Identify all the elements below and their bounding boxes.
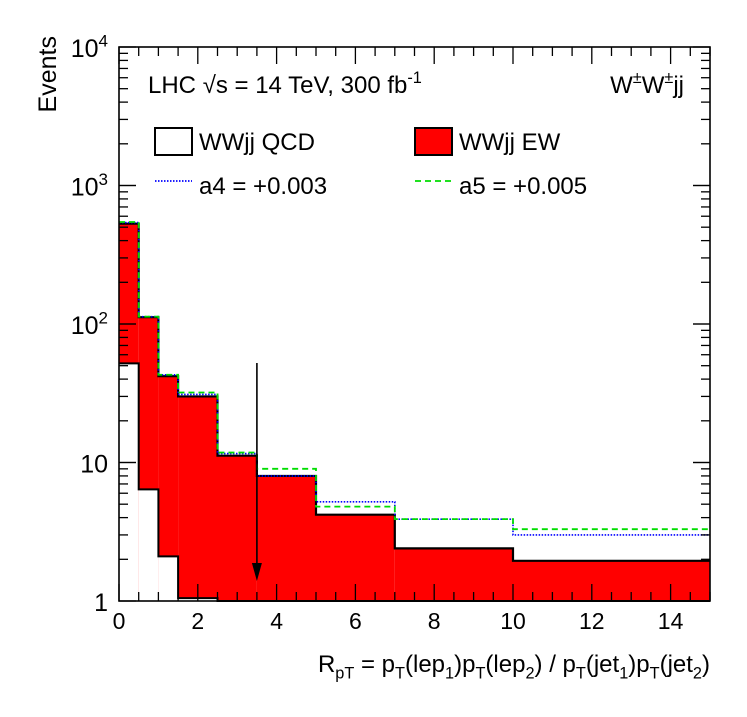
x-axis-title-part: (jet (660, 651, 694, 678)
x-axis-title-part: ) (702, 651, 710, 678)
x-tick-label: 4 (270, 608, 283, 634)
x-axis-title-part: 2 (693, 665, 702, 683)
x-axis-title-part: (lep (405, 651, 445, 678)
cut-arrow-head (251, 563, 262, 581)
annotation-lhc-part: s (216, 72, 228, 99)
x-axis-title: RpT = pT(lep1)pT(lep2) / pT(jet1)pT(jet2… (318, 651, 710, 683)
x-axis-title-part: = p (354, 651, 395, 678)
annotation-process-part: jj (672, 72, 684, 99)
x-tick-label: 14 (658, 608, 684, 634)
y-tick-label-part: 3 (99, 170, 108, 189)
y-tick-label: 1 (94, 589, 108, 617)
x-axis-title-part: (lep (485, 651, 525, 678)
ew-bin (256, 475, 316, 601)
legend-label: a5 = +0.005 (459, 173, 587, 200)
ew-bin (178, 396, 218, 601)
x-tick-label: 6 (349, 608, 362, 634)
y-tick-label: 103 (71, 170, 108, 202)
tick-marks (118, 46, 711, 602)
x-tick-label: 0 (113, 608, 126, 634)
qcd-bin (138, 489, 159, 601)
x-axis-title-part: 1 (619, 665, 628, 683)
x-axis-title-part: 1 (445, 665, 454, 683)
cut-arrow (251, 363, 262, 581)
y-tick-label-part: 1 (94, 589, 108, 617)
x-axis-title-part: ) / p (535, 651, 576, 678)
x-axis-title-part: T (475, 665, 485, 683)
y-tick-label-part: 10 (71, 174, 99, 202)
y-tick-label: 10 (80, 451, 108, 479)
y-tick-label: 102 (71, 309, 108, 341)
x-tick-label: 2 (191, 608, 204, 634)
x-axis-title-part: (jet (586, 651, 620, 678)
x-axis-title-part: )p (628, 651, 649, 678)
legend-swatch (154, 127, 193, 156)
annotation-process-part: W (610, 72, 633, 99)
ew-bin (217, 455, 257, 601)
x-axis-title-part: T (395, 665, 405, 683)
annotation-lhc-part: LHC (148, 72, 203, 99)
x-axis-title-part: 2 (525, 665, 534, 683)
x-tick-label: 10 (500, 608, 526, 634)
x-tick-label: 8 (428, 608, 441, 634)
annotation-process-part: ± (664, 69, 673, 87)
annotation-lhc-part: -1 (407, 69, 422, 87)
x-axis-title-part: pT (335, 665, 354, 683)
y-tick-label-part: 10 (71, 312, 99, 340)
x-axis-title-part: R (318, 651, 335, 678)
annotation-process-part: W (642, 72, 665, 99)
annotation-lhc-part: = 14 TeV, 300 fb (228, 72, 408, 99)
y-tick-label-part: 10 (71, 35, 99, 63)
a5-line (119, 221, 710, 531)
qcd-bin (158, 556, 179, 601)
x-axis-title-part: T (576, 665, 586, 683)
legend-label: WWjj EW (459, 129, 561, 156)
legend-swatch (414, 127, 453, 156)
y-tick-label-part: 2 (99, 309, 108, 328)
x-axis-title-part: T (650, 665, 660, 683)
y-tick-label: 104 (71, 32, 108, 64)
legend: WWjj QCD WWjj EW a4 = +0.003 a5 = +0.005 (154, 127, 587, 200)
legend-label: a4 = +0.003 (199, 173, 327, 200)
ew-bin (158, 376, 179, 601)
annotation-lhc: LHC √s = 14 TeV, 300 fb-1 (148, 69, 422, 99)
annotation-lhc-part: √ (203, 72, 217, 99)
y-axis-title: Events (34, 36, 62, 112)
qcd-bin (119, 363, 139, 601)
annotation-process: W±W±jj (610, 69, 684, 99)
annotation-process-part: ± (633, 69, 642, 87)
legend-label: WWjj QCD (199, 129, 315, 156)
x-tick-label: 12 (579, 608, 605, 634)
y-tick-label-part: 10 (80, 451, 108, 479)
x-axis-title-part: )p (454, 651, 475, 678)
y-tick-label-part: 4 (99, 32, 108, 51)
